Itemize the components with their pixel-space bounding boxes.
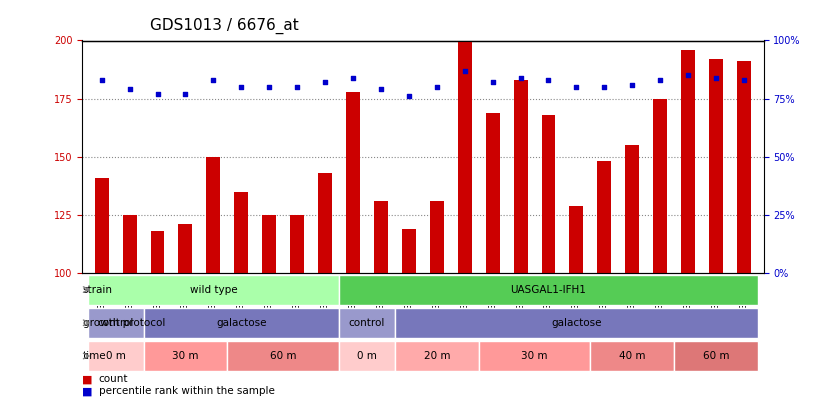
Bar: [262, 215, 276, 273]
FancyBboxPatch shape: [144, 341, 227, 371]
Text: UASGAL1-IFH1: UASGAL1-IFH1: [511, 285, 586, 294]
FancyBboxPatch shape: [88, 308, 144, 338]
Bar: [514, 80, 528, 273]
Point: [542, 77, 555, 83]
Text: time: time: [83, 351, 106, 361]
Point: [486, 79, 499, 85]
Bar: [94, 178, 108, 273]
Bar: [150, 231, 164, 273]
Bar: [542, 115, 556, 273]
Bar: [122, 215, 136, 273]
Text: GDS1013 / 6676_at: GDS1013 / 6676_at: [150, 18, 299, 34]
Point: [374, 86, 388, 93]
Bar: [570, 206, 584, 273]
Text: growth protocol: growth protocol: [83, 318, 165, 328]
FancyBboxPatch shape: [479, 341, 590, 371]
Text: galactose: galactose: [216, 318, 267, 328]
Text: 0 m: 0 m: [357, 351, 377, 361]
FancyBboxPatch shape: [144, 308, 339, 338]
Bar: [654, 98, 667, 273]
Text: count: count: [99, 374, 128, 384]
FancyBboxPatch shape: [395, 341, 479, 371]
Bar: [401, 229, 415, 273]
Point: [151, 91, 164, 97]
Point: [263, 84, 276, 90]
Text: 30 m: 30 m: [172, 351, 199, 361]
Point: [458, 68, 471, 74]
Point: [709, 75, 722, 81]
Bar: [234, 192, 248, 273]
Point: [207, 77, 220, 83]
Bar: [709, 59, 723, 273]
Point: [346, 75, 360, 81]
Text: 60 m: 60 m: [703, 351, 729, 361]
Text: percentile rank within the sample: percentile rank within the sample: [99, 386, 274, 396]
FancyBboxPatch shape: [339, 341, 395, 371]
Point: [291, 84, 304, 90]
Point: [179, 91, 192, 97]
Point: [681, 72, 695, 79]
Point: [235, 84, 248, 90]
Point: [402, 93, 415, 100]
Text: strain: strain: [83, 285, 112, 294]
FancyBboxPatch shape: [227, 341, 339, 371]
Text: ■: ■: [82, 387, 93, 397]
Bar: [737, 62, 751, 273]
Text: 20 m: 20 m: [424, 351, 450, 361]
Text: control: control: [98, 318, 134, 328]
Bar: [290, 215, 304, 273]
Bar: [318, 173, 332, 273]
Bar: [458, 40, 472, 273]
Text: wild type: wild type: [190, 285, 237, 294]
Point: [626, 81, 639, 88]
Point: [123, 86, 136, 93]
Text: 0 m: 0 m: [106, 351, 126, 361]
Bar: [430, 201, 444, 273]
Point: [737, 77, 750, 83]
Text: 30 m: 30 m: [521, 351, 548, 361]
FancyBboxPatch shape: [88, 275, 339, 305]
FancyBboxPatch shape: [339, 275, 758, 305]
Point: [654, 77, 667, 83]
FancyBboxPatch shape: [339, 308, 395, 338]
Bar: [681, 50, 695, 273]
Bar: [598, 161, 612, 273]
Bar: [626, 145, 640, 273]
Text: 40 m: 40 m: [619, 351, 645, 361]
Text: galactose: galactose: [551, 318, 602, 328]
FancyBboxPatch shape: [395, 308, 758, 338]
Point: [319, 79, 332, 85]
Point: [570, 84, 583, 90]
FancyBboxPatch shape: [88, 341, 144, 371]
Text: ■: ■: [82, 375, 93, 385]
FancyBboxPatch shape: [590, 341, 674, 371]
Bar: [374, 201, 388, 273]
Text: 60 m: 60 m: [270, 351, 296, 361]
Point: [598, 84, 611, 90]
Bar: [486, 113, 500, 273]
Point: [430, 84, 443, 90]
Point: [95, 77, 108, 83]
Bar: [178, 224, 192, 273]
Bar: [206, 157, 220, 273]
Point: [514, 75, 527, 81]
Text: control: control: [349, 318, 385, 328]
Bar: [346, 92, 360, 273]
FancyBboxPatch shape: [674, 341, 758, 371]
